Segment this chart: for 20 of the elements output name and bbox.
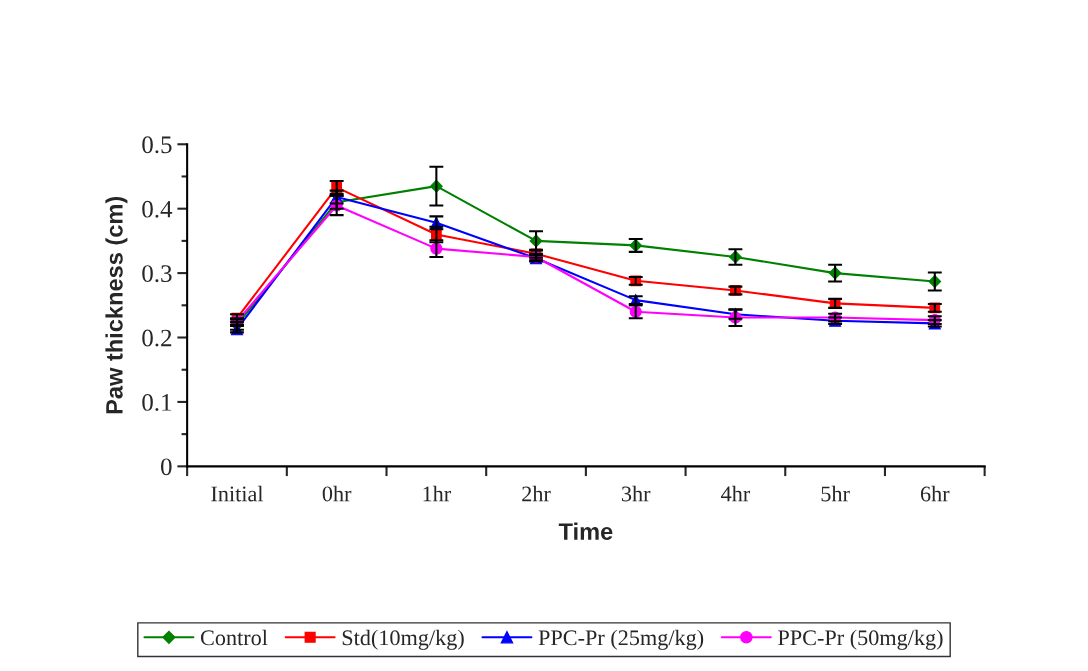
x-tick-label: 6hr (920, 485, 950, 502)
x-tick-label: 2hr (522, 485, 551, 502)
x-tick-label: 3hr (621, 485, 651, 502)
x-tick-label: Initial (211, 485, 264, 502)
y-tick-label: 0 (161, 458, 172, 476)
legend-label: PPC-Pr (50mg/kg) (778, 629, 943, 650)
y-axis-title: Paw thickness (cm) (105, 196, 128, 414)
y-tick-label: 0.1 (142, 393, 172, 411)
legend-label: Control (200, 629, 268, 646)
y-tick-label: 0.5 (142, 136, 172, 154)
legend-label: PPC-Pr (25mg/kg) (538, 629, 704, 650)
y-tick-label: 0.2 (142, 329, 172, 347)
x-tick-label: 5hr (821, 485, 850, 502)
x-tick-label: 0hr (322, 485, 352, 502)
y-tick-label: 0.4 (142, 200, 173, 218)
x-tick-label: 1hr (423, 485, 451, 502)
legend-label: Std(10mg/kg) (342, 629, 464, 650)
x-tick-label: 4hr (721, 485, 751, 502)
x-axis-title: Time (558, 522, 613, 540)
y-tick-label: 0.3 (142, 265, 172, 283)
